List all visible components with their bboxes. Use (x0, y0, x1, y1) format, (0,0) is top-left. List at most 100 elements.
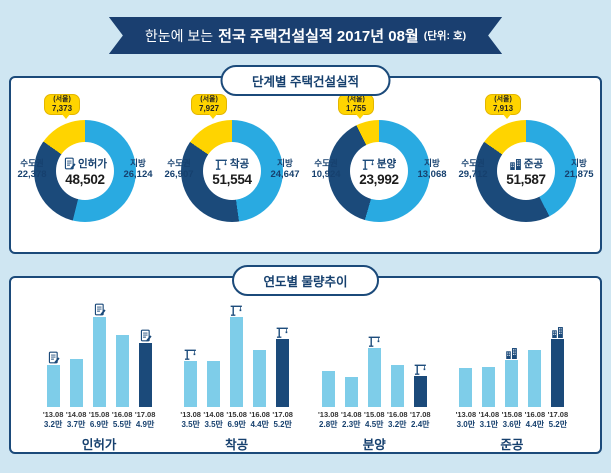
donut-total: 51,587 (506, 171, 546, 187)
bars: '13.08 3.0만 '14.08 3.1만 '15. (455, 302, 568, 430)
jibang-label-block: 지방 13,068 (411, 158, 453, 181)
bar-col: '15.08 6.9만 (226, 302, 247, 430)
trend-section: 연도별 물량추이 '13.08 3.2만 '14.08 (9, 265, 602, 454)
unit-label: (단위: 호) (423, 30, 467, 42)
bar-stack (505, 302, 519, 407)
bar-col: '14.08 2.3만 (341, 302, 362, 430)
stage-chart-start: (서울) 7,927 착공 51,554 수도권 26,907 지방 24,64… (159, 94, 305, 250)
bar-col: '15.08 3.6만 (501, 302, 523, 430)
bars: '13.08 3.2만 '14.08 3.7만 '15. (43, 302, 156, 430)
donut-center: 인허가 48,502 (56, 142, 114, 200)
stage-section-title: 단계별 주택건설실적 (220, 65, 391, 96)
bar-year-label: '16.08 (524, 410, 546, 419)
bar-stack (551, 302, 565, 407)
bar-year-label: '13.08 (455, 410, 477, 419)
bar (459, 368, 473, 407)
bar-stack (367, 302, 381, 407)
bar-col: '13.08 3.0만 (455, 302, 477, 430)
sudogwon-label: 수도권 (167, 158, 191, 168)
crane-icon (414, 362, 427, 375)
stage-chart-completion: (서울) 7,913 준공 51,587 수도권 29,712 지방 21,87… (453, 94, 599, 250)
bar-year-label: '13.08 (180, 410, 201, 419)
bar (505, 360, 519, 407)
bar-stack (482, 302, 496, 407)
bar-stack (459, 302, 473, 407)
bars: '13.08 2.8만 '14.08 2.3만 '15. (318, 302, 431, 430)
bar-stack (184, 302, 198, 407)
donut-name: 인허가 (78, 157, 107, 170)
bar-group-start: '13.08 3.5만 '14.08 3.5만 '15. (180, 302, 293, 453)
document-icon (139, 329, 152, 342)
jibang-value: 13,068 (417, 168, 447, 180)
title-prefix: 한눈에 보는 (144, 27, 214, 44)
bar-col: '16.08 4.4만 (524, 302, 546, 430)
seoul-callout-value: 1,755 (346, 104, 367, 114)
bar-stack (276, 302, 290, 407)
bar-value-label: 3.5만 (181, 420, 200, 429)
seoul-callout-label: (서울) (200, 96, 218, 103)
jibang-label: 지방 (277, 158, 293, 168)
page-title: 전국 주택건설실적 2017년 08월 (218, 28, 419, 45)
document-icon (93, 303, 106, 316)
bar-stack (253, 302, 267, 407)
bar-stack (321, 302, 335, 407)
donut-title: 준공 (509, 156, 543, 171)
bar (138, 343, 152, 407)
bar-value-label: 3.5만 (204, 420, 223, 429)
sudogwon-label-block: 수도권 29,712 (452, 158, 494, 181)
seoul-callout-label: (서울) (347, 96, 365, 103)
jibang-label-block: 지방 24,647 (264, 158, 306, 181)
bar (46, 365, 60, 407)
donut-completion: 준공 51,587 (475, 120, 577, 222)
seoul-callout-value: 7,913 (493, 104, 514, 114)
donut-name: 착공 (229, 157, 250, 170)
trend-row: '13.08 3.2만 '14.08 3.7만 '15. (11, 278, 600, 453)
jibang-label-block: 지방 21,875 (558, 158, 600, 181)
bar-year-label: '14.08 (478, 410, 500, 419)
document-icon (47, 351, 60, 364)
crane-icon (368, 334, 381, 347)
bar-year-label: '16.08 (111, 410, 133, 419)
sudogwon-value: 22,378 (17, 168, 47, 180)
bar-value-label: 3.1만 (479, 420, 499, 429)
bar-stack (207, 302, 221, 407)
stage-chart-sales: (서울) 1,755 분양 23,992 수도권 10,924 지방 13,06… (306, 94, 452, 250)
donut-total: 51,554 (212, 171, 252, 187)
bar-value-label: 5.2만 (548, 420, 568, 429)
bar-col: '16.08 4.4만 (249, 302, 270, 430)
seoul-callout: (서울) 7,373 (44, 94, 81, 120)
bar-year-label: '15.08 (501, 410, 523, 419)
bar-year-label: '14.08 (341, 410, 362, 419)
donut-center: 착공 51,554 (203, 142, 261, 200)
bar-value-label: 6.9만 (89, 420, 109, 429)
bar-group-title: 착공 (225, 438, 249, 452)
donut-center: 준공 51,587 (497, 142, 555, 200)
crane-icon (230, 303, 243, 316)
bar-value-label: 4.4만 (525, 420, 545, 429)
bar-value-label: 6.9만 (227, 420, 246, 429)
donut-permits: 인허가 48,502 (34, 120, 136, 222)
bar (413, 376, 427, 407)
crane-icon (276, 325, 289, 338)
bar-stack (138, 302, 152, 407)
bar-value-label: 2.8만 (319, 420, 338, 429)
seoul-callout-value: 7,927 (199, 104, 220, 114)
bar (92, 317, 106, 407)
bar-stack (115, 302, 129, 407)
seoul-callout-label: (서울) (494, 96, 512, 103)
bar-year-label: '16.08 (387, 410, 408, 419)
jibang-label: 지방 (571, 158, 587, 168)
seoul-callout: (서울) 1,755 (338, 94, 375, 120)
jibang-value: 21,875 (564, 168, 594, 180)
bar-year-label: '17.08 (134, 410, 156, 419)
title-ribbon: 한눈에 보는 전국 주택건설실적 2017년 08월 (단위: 호) (109, 17, 502, 54)
bar (230, 317, 244, 407)
bar-year-label: '13.08 (318, 410, 339, 419)
bar-col: '17.08 2.4만 (410, 302, 431, 430)
sudogwon-label-block: 수도권 22,378 (11, 158, 53, 181)
stage-section: 단계별 주택건설실적 (서울) 7,373 인허가 48,502 수도권 22,… (9, 65, 602, 254)
bar-group-sales: '13.08 2.8만 '14.08 2.3만 '15. (318, 302, 431, 453)
sudogwon-label-block: 수도권 10,924 (305, 158, 347, 181)
bars: '13.08 3.5만 '14.08 3.5만 '15. (180, 302, 293, 430)
bar-col: '15.08 4.5만 (364, 302, 385, 430)
